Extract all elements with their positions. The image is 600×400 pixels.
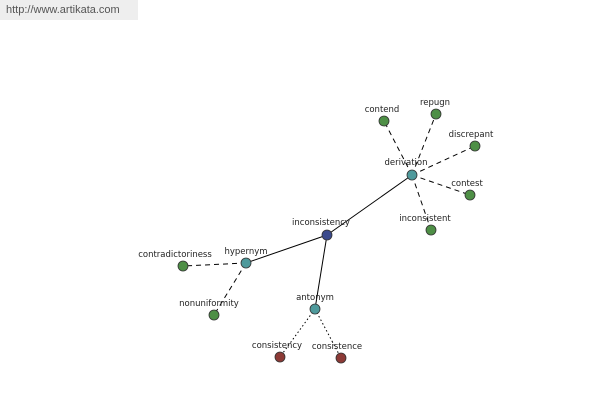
- node: [274, 351, 286, 363]
- node: [378, 115, 390, 127]
- node-label: discrepant: [449, 130, 494, 140]
- node-label: antonym: [296, 293, 334, 303]
- node: [464, 189, 476, 201]
- edge: [411, 174, 471, 196]
- node-label: inconsistency: [292, 218, 350, 228]
- edge: [411, 145, 476, 176]
- node-label: derivation: [384, 158, 427, 168]
- node: [406, 169, 418, 181]
- node-label: contradictoriness: [138, 250, 212, 260]
- node-label: consistency: [252, 341, 302, 351]
- node-label: repugn: [420, 98, 450, 108]
- edge: [213, 262, 247, 316]
- node-label: contend: [365, 105, 400, 115]
- node-label: nonuniformity: [179, 299, 239, 309]
- node: [425, 224, 437, 236]
- edge: [245, 234, 328, 264]
- node-label: inconsistent: [399, 214, 451, 224]
- node: [177, 260, 189, 272]
- node-label: hypernym: [224, 247, 267, 257]
- node-label: contest: [451, 179, 483, 189]
- node: [469, 140, 481, 152]
- node: [430, 108, 442, 120]
- node: [208, 309, 220, 321]
- edge: [314, 234, 328, 310]
- site-url: http://www.artikata.com: [0, 0, 138, 20]
- edge: [383, 120, 413, 176]
- edge: [326, 174, 413, 236]
- node: [309, 303, 321, 315]
- node: [240, 257, 252, 269]
- edge: [314, 308, 342, 359]
- nodes: inconsistency derivation hypernym antonym co…: [138, 98, 494, 364]
- node: [335, 352, 347, 364]
- node-label: consistence: [312, 342, 362, 352]
- node: [321, 229, 333, 241]
- edge: [182, 262, 247, 267]
- edge: [411, 174, 432, 231]
- edges: [182, 113, 476, 359]
- edge: [411, 113, 437, 176]
